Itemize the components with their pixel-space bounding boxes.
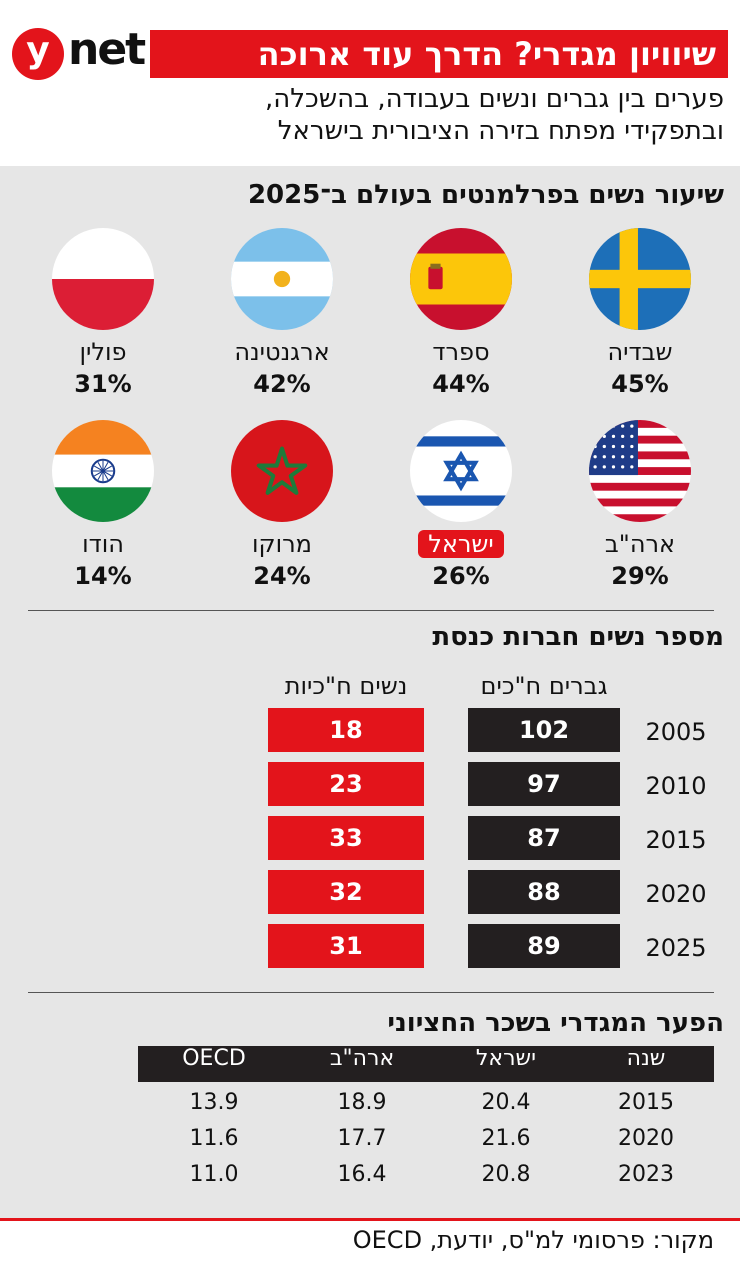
knesset-year-label: 2005 (645, 718, 707, 746)
wage-year-cell: 2020 (618, 1126, 674, 1151)
country-percentage: 26% (432, 562, 490, 590)
country-name-text: ספרד (432, 338, 490, 366)
wage-table-header: שנה ישראל ארה"ב OECD (138, 1046, 714, 1082)
country-name-text: ארגנטינה (234, 338, 330, 366)
israel-column-header: ישראל (475, 1046, 537, 1071)
wage-year-cell: 2023 (618, 1162, 674, 1187)
wage-oecd-cell: 11.6 (189, 1126, 239, 1151)
infographic-panel (0, 166, 740, 1218)
oecd-column-header: OECD (182, 1046, 246, 1071)
india-flag-icon (52, 420, 154, 522)
country-name-text: פולין (79, 338, 127, 366)
country-name: ארגנטינה (202, 338, 362, 366)
women-count-cell: 32 (268, 870, 424, 914)
subtitle-line-1: פערים בין גברים ונשים בעבודה, בהשכלה, (264, 84, 724, 114)
spain-flag-icon (410, 228, 512, 330)
country-percentage: 14% (74, 562, 132, 590)
country-name: פולין (23, 338, 183, 366)
men-count-cell: 102 (468, 708, 620, 752)
women-count-cell: 18 (268, 708, 424, 752)
country-name-text: מרוקו (252, 530, 312, 558)
knesset-section-title: מספר נשים חברות כנסת (432, 622, 724, 652)
country-item: מרוקו 24% (202, 420, 362, 600)
wage-oecd-cell: 13.9 (189, 1090, 239, 1115)
knesset-year-label: 2025 (645, 934, 707, 962)
usa-column-header: ארה"ב (329, 1046, 395, 1071)
country-name-text: ארה"ב (604, 530, 676, 558)
country-name: ארה"ב (560, 530, 720, 558)
country-percentage: 24% (253, 562, 311, 590)
women-count-cell: 31 (268, 924, 424, 968)
women-column-header: נשים ח"כיות (284, 672, 408, 700)
wage-year-cell: 2015 (618, 1090, 674, 1115)
knesset-year-label: 2015 (645, 826, 707, 854)
wage-usa-cell: 16.4 (337, 1162, 387, 1187)
section-divider (28, 992, 714, 993)
country-name: ישראל (381, 530, 541, 558)
men-count-cell: 89 (468, 924, 620, 968)
wage-israel-cell: 21.6 (481, 1126, 531, 1151)
country-name: הודו (23, 530, 183, 558)
country-percentage: 45% (611, 370, 669, 398)
country-item: הודו 14% (23, 420, 183, 600)
page-title: שיוויון מגדרי? הדרך עוד ארוכה (150, 30, 728, 78)
country-name-text: ישראל (418, 530, 504, 558)
sweden-flag-icon (589, 228, 691, 330)
argentina-flag-icon (231, 228, 333, 330)
morocco-flag-icon (231, 420, 333, 522)
country-item: ישראל 26% (381, 420, 541, 600)
men-column-header: גברים ח"כים (480, 672, 608, 700)
country-name: שבדיה (560, 338, 720, 366)
ynet-logo-icon[interactable]: y (12, 28, 64, 80)
poland-flag-icon (52, 228, 154, 330)
knesset-year-label: 2010 (645, 772, 707, 800)
country-item: שבדיה 45% (560, 228, 720, 408)
country-percentage: 31% (74, 370, 132, 398)
footer-divider (0, 1218, 740, 1221)
men-count-cell: 87 (468, 816, 620, 860)
header: y net שיוויון מגדרי? הדרך עוד ארוכה פערי… (0, 0, 740, 166)
usa-flag-icon (589, 420, 691, 522)
women-count-cell: 33 (268, 816, 424, 860)
wage-israel-cell: 20.4 (481, 1090, 531, 1115)
country-item: ארגנטינה 42% (202, 228, 362, 408)
year-column-header: שנה (626, 1046, 666, 1071)
wage-oecd-cell: 11.0 (189, 1162, 239, 1187)
wage-gap-section-title: הפער המגדרי בשכר החציוני (387, 1008, 724, 1038)
country-name-text: הודו (82, 530, 124, 558)
israel-flag-icon (410, 420, 512, 522)
country-item: ארה"ב 29% (560, 420, 720, 600)
men-count-cell: 88 (468, 870, 620, 914)
wage-israel-cell: 20.8 (481, 1162, 531, 1187)
country-name-text: שבדיה (607, 338, 673, 366)
wage-usa-cell: 18.9 (337, 1090, 387, 1115)
country-percentage: 42% (253, 370, 311, 398)
men-count-cell: 97 (468, 762, 620, 806)
country-percentage: 29% (611, 562, 669, 590)
knesset-year-label: 2020 (645, 880, 707, 908)
country-percentage: 44% (432, 370, 490, 398)
women-count-cell: 23 (268, 762, 424, 806)
parliament-section-title: שיעור נשים בפרלמנטים בעולם ב־2025 (247, 180, 724, 210)
country-name: ספרד (381, 338, 541, 366)
section-divider (28, 610, 714, 611)
country-item: ספרד 44% (381, 228, 541, 408)
ynet-logo-text[interactable]: net (68, 24, 146, 75)
country-name: מרוקו (202, 530, 362, 558)
subtitle-line-2: ובתפקידי מפתח בזירה הציבורית בישראל (277, 116, 724, 146)
wage-usa-cell: 17.7 (337, 1126, 387, 1151)
source-note: מקור: פרסומי למ"ס, יודעת, OECD (352, 1226, 714, 1254)
country-item: פולין 31% (23, 228, 183, 408)
